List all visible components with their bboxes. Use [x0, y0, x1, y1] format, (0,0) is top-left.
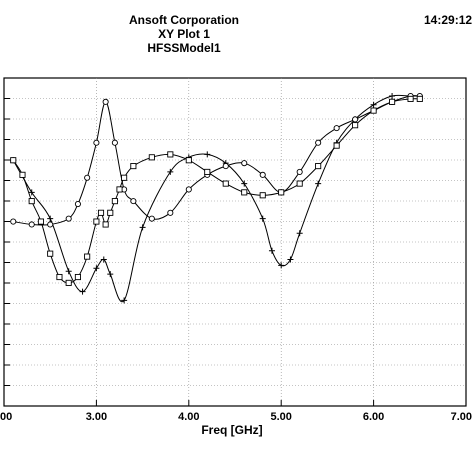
x-tick-labels: 00 3.00 4.00 5.00 6.00 7.00	[0, 411, 472, 423]
data-point-square	[121, 174, 128, 181]
data-point-square	[352, 122, 359, 129]
data-point-plus	[241, 180, 248, 187]
x-tick-label: 6.00	[363, 411, 384, 423]
data-point-circle	[241, 160, 248, 167]
data-point-square	[97, 209, 105, 216]
data-point-square	[241, 189, 248, 196]
data-point-plus	[204, 151, 211, 158]
x-axis-label: Freq [GHz]	[201, 423, 262, 437]
data-point-plus	[370, 101, 377, 108]
data-point-plus	[139, 224, 146, 231]
data-point-circle	[74, 200, 81, 208]
data-point-square	[107, 209, 114, 216]
data-point-circle	[111, 139, 118, 146]
x-tick-label: 3.00	[86, 411, 107, 423]
timestamp: 14:29:12	[424, 13, 473, 27]
data-point-square	[333, 142, 340, 149]
data-point-square	[116, 186, 123, 193]
data-point-square	[74, 273, 81, 281]
data-point-square	[19, 171, 26, 178]
data-point-plus	[167, 168, 174, 175]
project-name: HFSSModel1	[147, 41, 221, 55]
data-point-circle	[167, 209, 174, 216]
data-point-circle	[102, 98, 109, 105]
data-point-square	[389, 98, 396, 105]
data-point-square	[407, 95, 414, 102]
data-point-circle	[296, 168, 303, 175]
data-point-square	[93, 218, 100, 225]
plot-grid	[3, 77, 467, 407]
data-point-plus	[100, 256, 107, 263]
data-point-circle	[333, 125, 340, 132]
x-tick-label: 5.00	[270, 411, 291, 423]
data-point-square	[148, 154, 155, 161]
plot-series	[10, 92, 423, 304]
data-point-square	[10, 157, 17, 164]
data-point-circle	[148, 215, 155, 222]
data-point-plus	[65, 268, 72, 275]
data-point-square	[102, 221, 109, 228]
data-point-plus	[296, 230, 303, 237]
data-point-square	[28, 198, 35, 205]
data-point-circle	[28, 221, 35, 228]
data-point-plus	[268, 247, 275, 254]
data-point-circle	[84, 174, 91, 181]
data-point-square	[37, 218, 45, 225]
data-point-plus	[259, 215, 266, 222]
data-point-square	[315, 163, 322, 170]
data-point-plus	[107, 271, 114, 278]
data-point-square	[416, 95, 423, 102]
data-point-circle	[65, 215, 72, 222]
data-point-plus	[287, 256, 294, 263]
data-point-square	[296, 180, 303, 187]
data-point-plus	[93, 265, 100, 272]
data-point-square	[65, 279, 72, 286]
data-point-square	[130, 163, 137, 170]
data-point-circle	[47, 221, 54, 228]
x-tick-label: 4.00	[178, 411, 199, 423]
company-name: Ansoft Corporation	[129, 13, 239, 27]
data-point-square	[84, 253, 91, 260]
data-point-plus	[47, 215, 54, 222]
data-point-square	[370, 107, 377, 114]
x-tick-label: 00	[0, 411, 12, 423]
data-point-square	[259, 192, 266, 199]
data-point-circle	[185, 186, 192, 193]
data-point-square	[278, 189, 285, 196]
data-point-plus	[121, 297, 128, 304]
data-point-circle	[10, 218, 17, 225]
data-point-circle	[315, 139, 322, 146]
data-point-circle	[222, 163, 229, 170]
data-point-circle	[352, 116, 359, 123]
data-point-plus	[28, 189, 35, 196]
data-point-square	[222, 180, 229, 187]
plot-title: XY Plot 1	[158, 27, 210, 41]
data-point-square	[167, 151, 174, 158]
data-point-plus	[278, 262, 285, 269]
x-tick-label: 7.00	[451, 411, 472, 423]
series-3	[10, 95, 423, 286]
data-point-plus	[315, 180, 322, 187]
data-point-square	[56, 273, 63, 281]
data-point-plus	[389, 93, 396, 99]
data-point-square	[47, 250, 54, 257]
data-point-square	[111, 198, 118, 205]
data-point-circle	[130, 198, 137, 205]
data-point-circle	[93, 139, 100, 146]
data-point-plus	[79, 288, 86, 295]
data-point-circle	[259, 171, 266, 178]
data-point-square	[204, 168, 211, 175]
data-point-square	[185, 157, 192, 164]
